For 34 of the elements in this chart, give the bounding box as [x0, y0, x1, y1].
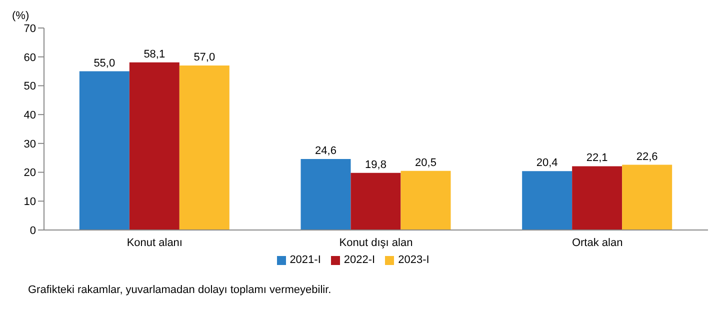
- bar: [79, 71, 130, 230]
- bar: [400, 170, 451, 230]
- bar: [129, 62, 180, 230]
- data-label: 20,4: [536, 157, 558, 170]
- y-tick-label: 20: [24, 167, 36, 180]
- y-tick-label: 60: [24, 52, 36, 64]
- legend-label: 2023-I: [398, 254, 430, 266]
- y-tick-label: 70: [24, 22, 36, 35]
- bar: [179, 66, 230, 230]
- data-label: 58,1: [144, 48, 166, 60]
- y-axis-title: (%): [12, 10, 30, 22]
- bar: [350, 172, 401, 230]
- y-tick-label: 10: [24, 196, 36, 208]
- data-label: 22,6: [636, 150, 658, 163]
- x-tick-label: Konut alanı: [126, 236, 182, 249]
- bar: [572, 166, 622, 230]
- x-tick-label: Konut dışı alan: [339, 236, 413, 249]
- data-label: 22,1: [586, 152, 608, 164]
- x-tick-label: Ortak alan: [572, 236, 623, 249]
- y-tick-label: 30: [24, 138, 36, 150]
- data-label: 57,0: [194, 52, 216, 64]
- y-tick-label: 40: [24, 109, 36, 122]
- y-tick-label: 0: [30, 224, 36, 237]
- bar: [522, 171, 572, 230]
- data-label: 20,5: [415, 156, 436, 169]
- legend-label: 2022-I: [344, 254, 376, 266]
- y-tick-label: 50: [24, 80, 36, 93]
- bar: [622, 164, 672, 230]
- data-label: 24,6: [315, 145, 336, 158]
- legend-label: 2021-I: [290, 254, 321, 266]
- bar: [300, 159, 351, 230]
- text: Grafikteki rakamlar, yuvarlamadan dolayı toplamı vermeyebilir.: [28, 284, 332, 296]
- data-label: 55,0: [94, 57, 116, 70]
- data-label: 19,8: [365, 158, 386, 171]
